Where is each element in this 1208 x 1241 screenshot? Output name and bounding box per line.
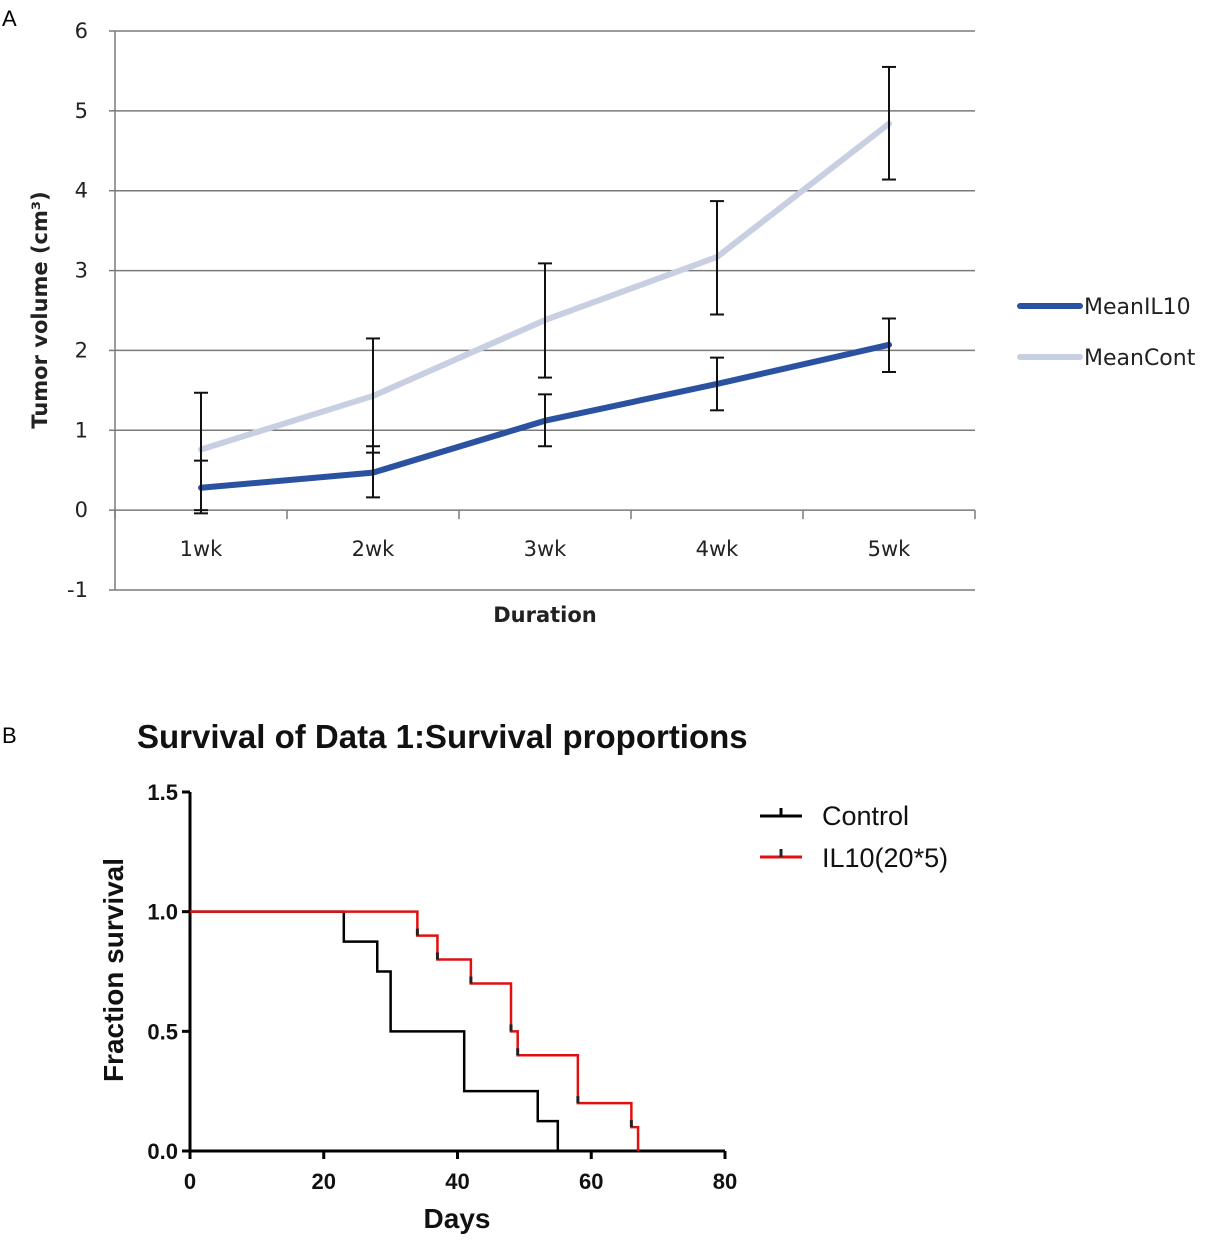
error-bar-meancont	[538, 262, 552, 379]
x-tick-label: 60	[579, 1169, 603, 1194]
error-bar-meancont	[194, 391, 208, 515]
chart-b-series	[190, 910, 640, 1151]
x-tick-label: 40	[445, 1169, 469, 1194]
chart-a-legend: MeanIL10 MeanCont	[1017, 295, 1196, 371]
error-bar-meanil10	[538, 393, 552, 448]
y-tick-label: 6	[75, 19, 88, 43]
chart-a-x-axis-title: Duration	[493, 603, 597, 627]
chart-b-title: Survival of Data 1:Survival proportions	[137, 718, 748, 755]
y-tick-label: 4	[75, 179, 88, 203]
legend-label-il10: IL10(20*5)	[822, 843, 948, 873]
y-tick-label: 0	[75, 498, 88, 522]
chart-b-legend: Control IL10(20*5)	[760, 801, 948, 873]
x-tick-label: 0	[184, 1169, 196, 1194]
survival-curve-control	[190, 910, 560, 1151]
error-bar-meancont	[882, 65, 896, 181]
y-tick-label: -1	[67, 578, 88, 602]
y-tick-label: 1.0	[147, 900, 178, 925]
x-tick-label: 5wk	[868, 537, 912, 561]
legend-label-control: Control	[822, 801, 909, 831]
y-tick-label: 1	[75, 418, 88, 442]
y-tick-label: 5	[75, 99, 88, 123]
legend-label-meanil10: MeanIL10	[1084, 295, 1191, 320]
survival-chart: Survival of Data 1:Survival proportions …	[98, 718, 948, 1234]
panel-a-label: A	[2, 6, 17, 31]
chart-b-x-tick-labels: 0 20 40 60 80	[184, 1169, 737, 1194]
chart-b-axes	[182, 790, 727, 1159]
chart-a-x-tick-labels: 1wk 2wk 3wk 4wk 5wk	[180, 537, 912, 561]
y-tick-label: 3	[75, 259, 88, 283]
x-tick-label: 3wk	[524, 537, 568, 561]
x-tick-label: 4wk	[696, 537, 740, 561]
chart-a-series	[194, 65, 896, 515]
panel-b-label: B	[2, 723, 17, 748]
y-tick-label: 1.5	[147, 780, 178, 805]
chart-a-axes	[109, 30, 976, 591]
x-tick-label: 2wk	[352, 537, 396, 561]
chart-a-y-tick-labels: -1 0 1 2 3 4 5 6	[67, 19, 88, 602]
error-bar-meancont	[710, 200, 724, 316]
chart-b-y-axis-title: Fraction survival	[98, 858, 129, 1082]
y-tick-label: 2	[75, 338, 88, 362]
x-tick-label: 80	[713, 1169, 737, 1194]
error-bar-meanil10	[882, 317, 896, 373]
x-tick-label: 20	[312, 1169, 336, 1194]
error-bar-meancont	[366, 337, 380, 454]
x-tick-label: 1wk	[180, 537, 224, 561]
y-tick-label: 0.5	[147, 1019, 178, 1044]
chart-b-x-axis-title: Days	[424, 1203, 491, 1234]
chart-b-y-tick-labels: 0.0 0.5 1.0 1.5	[147, 780, 178, 1164]
legend-label-meancont: MeanCont	[1084, 346, 1196, 371]
tumor-volume-chart: -1 0 1 2 3 4 5 6 1wk 2wk 3wk 4wk 5wk Duration Tumor…	[28, 19, 1196, 627]
y-tick-label: 0.0	[147, 1139, 178, 1164]
chart-a-y-axis-title: Tumor volume (cm³)	[28, 191, 52, 428]
error-bar-meanil10	[710, 356, 724, 412]
